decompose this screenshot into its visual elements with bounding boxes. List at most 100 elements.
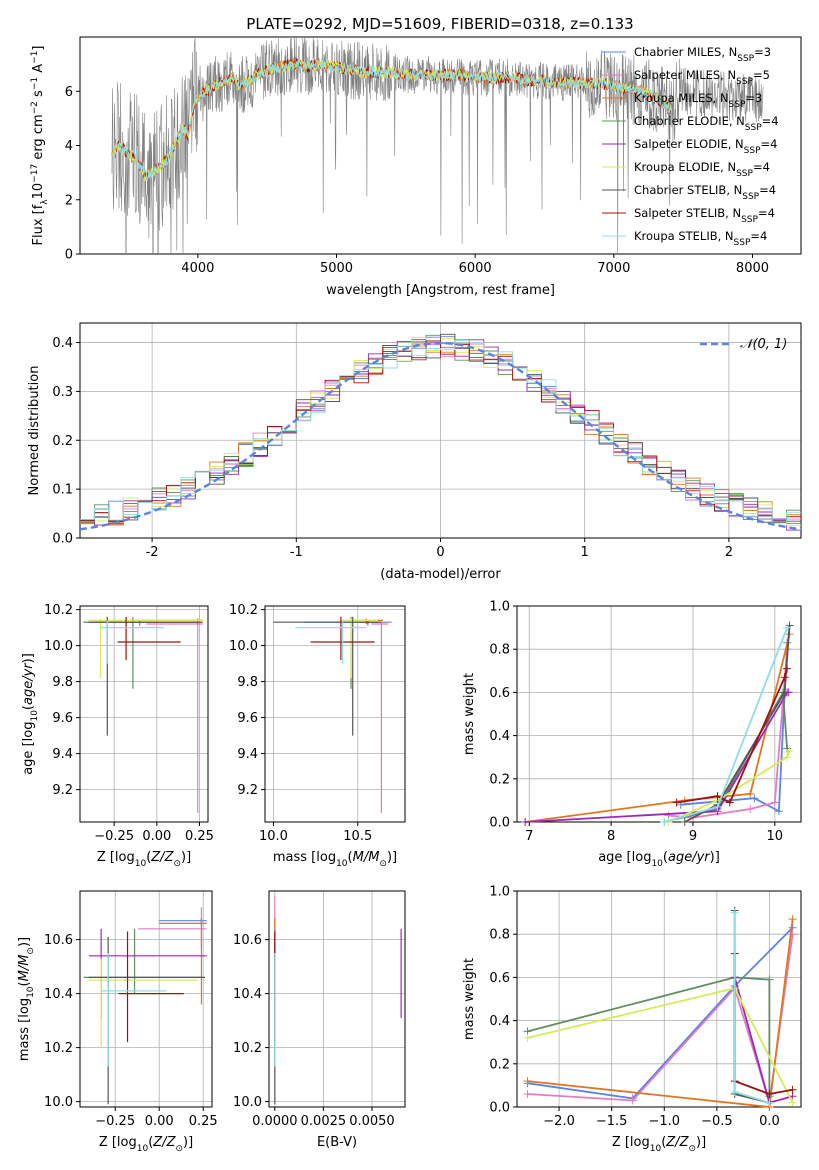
weight-line-chabrier_miles <box>527 927 794 1100</box>
x-tick-label: -2 <box>146 545 159 560</box>
mass_vs_ebv-axes: 0.0000 0.0025 0.0050 10.0 10.2 10.4 10.6 <box>233 890 406 1129</box>
weight-line-kroupa_elodie <box>668 750 791 823</box>
y-tick-label: 0.6 <box>489 971 510 986</box>
y-tick-label: 10.4 <box>44 987 73 1002</box>
weight-marker-kroupa_stelib <box>783 623 792 632</box>
weight-marker-chabrier_miles <box>774 807 783 816</box>
label-part: 10 <box>30 710 40 722</box>
y-tick-label: 10.6 <box>44 933 73 948</box>
y-tick-label: 0.4 <box>489 1014 510 1029</box>
legend-label: 𝒩(0, 1) <box>740 337 787 352</box>
weight_vs_age-lines <box>521 621 794 826</box>
weight-marker-chabrier_stelib <box>780 688 789 697</box>
spectrum-ylabel: Flux [fλ10−17 erg cm−2 s−1 A−1] <box>30 46 50 246</box>
x-tick-label: 0.0025 <box>301 1114 347 1129</box>
y-tick-label: 9.4 <box>237 747 258 762</box>
label-part: ⊙ <box>688 1144 696 1154</box>
label-part: Z [log <box>99 1135 137 1150</box>
legend-label: Kroupa STELIB, NSSP=4 <box>634 229 767 248</box>
y-tick-label: 9.4 <box>52 747 73 762</box>
label-part: SSP <box>742 192 759 202</box>
weight-marker-kroupa_elodie <box>523 1033 532 1042</box>
label-part: wavelength [Angstrom, rest frame] <box>326 283 555 298</box>
weight_vs_age-axes: 7 8 9 10 0.0 0.2 0.4 0.6 0.8 1.0 <box>489 600 802 844</box>
gaussian-reference-line <box>80 341 801 531</box>
weight-line-chabrier_stelib <box>684 625 791 823</box>
label-part: ( <box>146 850 151 865</box>
x-tick-label: 10 <box>767 829 784 844</box>
spectrum-axes: 4000 5000 6000 7000 8000 0 2 4 6 <box>65 36 802 276</box>
x-tick-label: 0.00 <box>142 829 171 844</box>
label-part: −1 <box>30 77 40 90</box>
weight-marker-salpeter_stelib <box>725 798 734 807</box>
label-part: Salpeter STELIB, N <box>634 206 741 220</box>
plot-frame <box>79 605 209 823</box>
label-part: )] <box>21 653 36 663</box>
plot-frame <box>264 605 406 823</box>
label-part: age/yr <box>21 662 36 705</box>
weight-marker-salpeter_miles <box>746 805 755 814</box>
x-tick-label: 0.0 <box>759 1114 780 1129</box>
label-part: )] <box>387 850 397 865</box>
x-tick-label: 0 <box>436 545 444 560</box>
x-tick-label: −0.25 <box>94 829 134 844</box>
y-tick-label: 0.2 <box>489 1057 510 1072</box>
y-tick-label: 0.2 <box>52 434 73 449</box>
y-tick-label: 1.0 <box>489 885 510 900</box>
label-part: 10 <box>650 1144 662 1154</box>
label-part: =4 <box>750 229 767 243</box>
spectrum-traces <box>111 37 764 254</box>
figure-title: PLATE=0292, MJD=51609, FIBERID=0318, z=0… <box>246 15 633 33</box>
x-tick-label: 0.25 <box>185 829 214 844</box>
x-tick-label: 0.25 <box>189 1114 218 1129</box>
y-tick-label: 10.0 <box>44 639 73 654</box>
label-part: SSP <box>734 238 751 248</box>
y-tick-label: 10.0 <box>229 639 258 654</box>
weight-marker-salpeter_stelib <box>780 673 789 682</box>
label-part: )] <box>181 850 191 865</box>
x-tick-label: 5000 <box>320 261 353 276</box>
legend-label: Chabrier MILES, NSSP=3 <box>634 45 771 64</box>
y-tick-label: 2 <box>65 193 73 208</box>
label-part: ⊙ <box>26 947 36 955</box>
y-tick-label: 4 <box>65 139 73 154</box>
mass_vs_ebv-errorbars <box>274 896 402 1105</box>
label-part: Z/Z <box>150 850 174 865</box>
label-part: mass [log <box>17 998 32 1061</box>
weight-marker-salpeter_elodie <box>521 818 530 826</box>
label-part: ( <box>661 1135 666 1150</box>
label-part: erg cm <box>31 114 46 163</box>
y-tick-label: 0.8 <box>489 643 510 658</box>
y-tick-label: 10.2 <box>44 603 73 618</box>
legend-label: Salpeter STELIB, NSSP=4 <box>634 206 775 225</box>
age_vs_Z-errorbars <box>83 616 203 813</box>
label-part: Kroupa STELIB, N <box>634 229 734 243</box>
label-part: SSP <box>729 100 746 110</box>
y-tick-label: 10.4 <box>233 987 262 1002</box>
x-tick-label: 0.0000 <box>252 1114 298 1129</box>
label-part: 10 <box>26 986 36 998</box>
y-tick-label: 10.2 <box>233 1041 262 1056</box>
label-part: A <box>31 64 46 77</box>
y-tick-label: 9.2 <box>52 783 73 798</box>
label-part: ⊙ <box>175 1144 183 1154</box>
label-part: Z [log <box>97 850 135 865</box>
label-part: ⊙ <box>379 859 387 869</box>
x-tick-label: 8 <box>607 829 615 844</box>
label-part: ] <box>31 46 46 51</box>
weight_vs_Z-xlabel: Z [log10(Z/Z⊙)] <box>612 1135 706 1154</box>
y-tick-label: 0.8 <box>489 928 510 943</box>
label-part: Salpeter ELODIE, N <box>634 137 744 151</box>
label-part: 10 <box>135 859 147 869</box>
mass_vs_Z-xlabel: Z [log10(Z/Z⊙)] <box>99 1135 193 1154</box>
label-part: ⊙ <box>173 859 181 869</box>
x-tick-label: −1.0 <box>648 1114 680 1129</box>
y-tick-label: 10.6 <box>233 933 262 948</box>
y-tick-label: 9.6 <box>52 711 73 726</box>
model-spectrum-kroupa_stelib <box>111 58 673 181</box>
label-part: )] <box>710 850 720 865</box>
label-part: SSP <box>744 146 761 156</box>
x-tick-label: 1 <box>581 545 589 560</box>
